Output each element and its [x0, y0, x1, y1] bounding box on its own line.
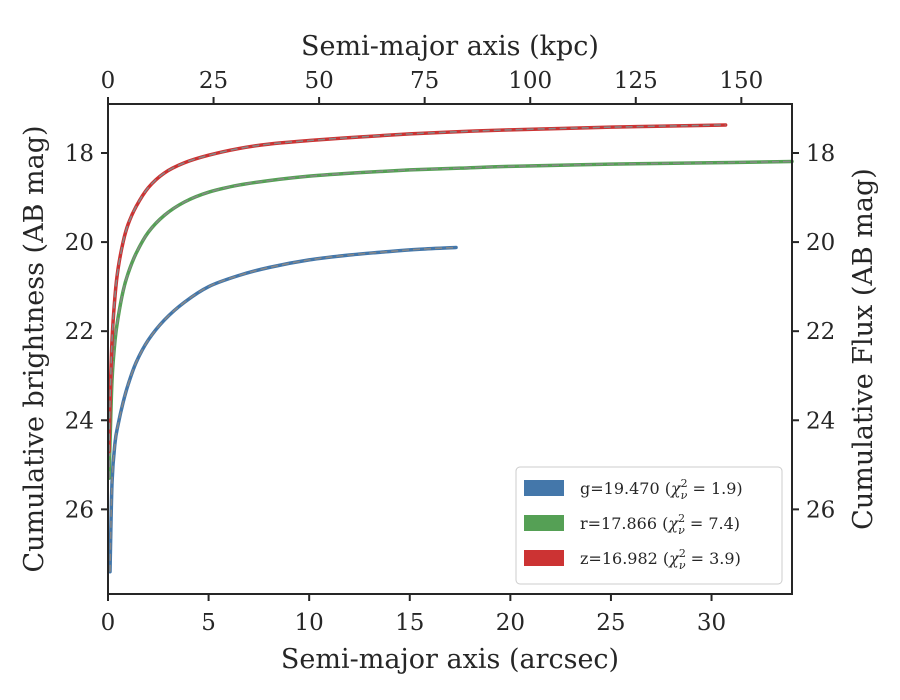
y2-tick-label: 22 [806, 319, 835, 345]
plot-frame [107, 103, 793, 595]
x-axis-title: Semi-major axis (arcsec) [281, 644, 619, 675]
y-axis-title: Cumulative brightness (AB mag) [19, 125, 50, 572]
y-tick-label: 26 [65, 497, 94, 523]
legend-box [515, 466, 783, 585]
legend-label-2: z=16.982 (χ2 ν = 3.9) [580, 547, 741, 572]
x2-tick-label: 75 [410, 68, 439, 94]
series-line-0 [108, 245, 458, 574]
x2-tick-label: 50 [304, 68, 333, 94]
x2-axis-title: Semi-major axis (kpc) [301, 31, 599, 62]
y-tick-label: 20 [65, 230, 94, 256]
y2-axis-title: Cumulative Flux (AB mag) [848, 168, 879, 530]
x2-tick-label: 0 [101, 68, 116, 94]
x2-tick-label: 125 [614, 68, 658, 94]
model-line-1 [108, 160, 793, 479]
x-tick-label: 25 [596, 610, 625, 636]
y2-tick-label: 26 [806, 497, 835, 523]
axis-ticks: 0 5 10 15 20 25 30 0 25 50 75 100 125 150 18 20 22 24 26 18… [65, 68, 836, 636]
x-tick-label: 10 [295, 610, 324, 636]
x2-tick-label: 150 [719, 68, 763, 94]
legend-swatch-1 [524, 515, 564, 531]
model-line-0 [109, 246, 457, 572]
series-line-2 [107, 123, 728, 454]
y2-tick-label: 20 [806, 230, 835, 256]
series-line-1 [107, 159, 794, 480]
y-tick-label: 24 [65, 408, 94, 434]
legend-label-0: g=19.470 (χ2 ν = 1.9) [580, 477, 743, 502]
y2-tick-label: 18 [806, 141, 835, 167]
x-tick-label: 0 [101, 610, 116, 636]
legend-swatch-0 [524, 480, 564, 496]
model-line-2 [108, 124, 726, 452]
x2-tick-label: 25 [199, 68, 228, 94]
x-tick-label: 30 [697, 610, 726, 636]
x-tick-label: 20 [496, 610, 525, 636]
y-tick-label: 18 [65, 141, 94, 167]
legend-label-1: r=17.866 (χ2 ν = 7.4) [580, 512, 740, 537]
legend: g=19.470 (χ2 ν = 1.9) r=17.866 (χ2 ν = 7.4)… [515, 466, 783, 585]
x-tick-label: 5 [201, 610, 216, 636]
plot-curves [107, 123, 794, 574]
legend-swatch-2 [524, 550, 564, 566]
x-tick-label: 15 [395, 610, 424, 636]
y2-tick-label: 24 [806, 408, 835, 434]
x2-tick-label: 100 [508, 68, 552, 94]
y-tick-label: 22 [65, 319, 94, 345]
